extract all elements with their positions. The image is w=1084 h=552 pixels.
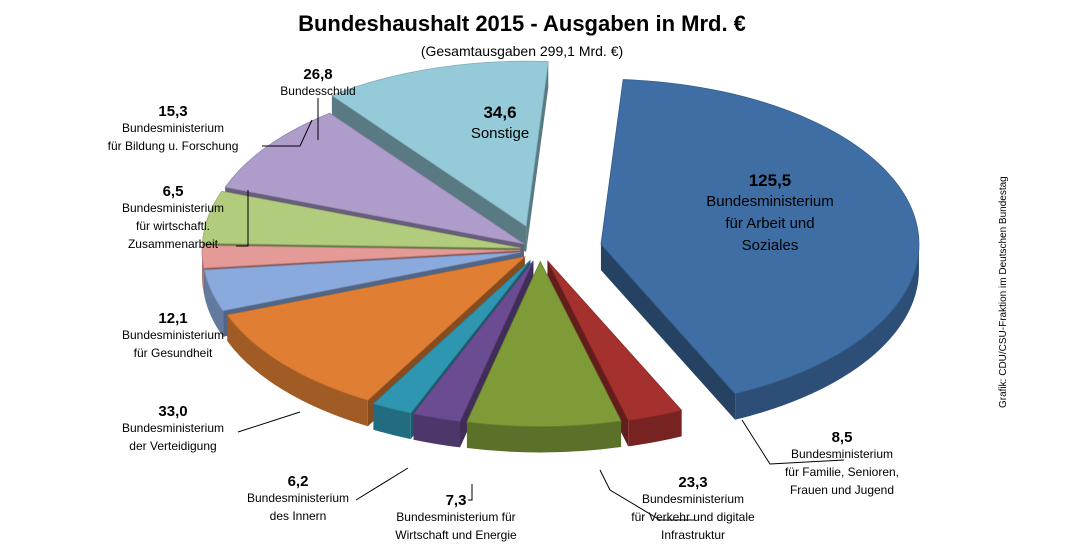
slice-top [547,260,683,421]
slice-category-label: Soziales [742,237,799,254]
slice-category-label: Zusammenarbeit [128,237,219,251]
leader-line [468,484,473,501]
slice-top [201,245,521,269]
slice-category-label: Bundesministerium [642,492,744,506]
slice-top [331,60,549,227]
slice-rim [628,410,682,447]
slice-labels: 125,5 Bundesministerium für Arbeit und Sozi… [108,66,899,542]
slice-top [202,190,521,249]
slice-rim [227,315,368,427]
leader-line [237,411,301,433]
slice-category-label: Sonstige [471,125,529,142]
slice-category-label: Wirtschaft und Energie [395,528,517,542]
slice-category-label: Bundesministerium [791,447,893,461]
slice-value-label: 23,3 [678,474,707,491]
leader-line [236,190,249,247]
slice-category-label: Bundesministerium [122,201,224,215]
credit-text: Grafik: CDU/CSU-Fraktion im Deutschen Bu… [998,176,1009,408]
leader-line [262,119,313,147]
slice-value-label: 8,5 [832,429,853,446]
chart-title: Bundeshaushalt 2015 - Ausgaben in Mrd. € [298,11,746,36]
slice-value-label: 34,6 [483,103,516,122]
slice-category-label: für Arbeit und [725,215,814,232]
slice-category-label: Frauen und Jugend [790,483,894,497]
slice-rim [204,270,224,337]
slice-category-label: der Verteidigung [129,439,216,453]
slice-category-label: Infrastruktur [661,528,725,542]
slice-category-label: Bundesministerium [122,421,224,435]
slice-top [372,259,531,414]
leader-lines [236,98,845,521]
pie-slices [201,60,920,453]
slice-top [203,252,521,312]
pie-slice [600,79,920,420]
slice-wall [600,244,736,420]
slice-category-label: Bundesministerium für [396,510,515,524]
slice-category-label: des Innern [270,509,327,523]
leader-line [355,467,409,501]
pie-slice [466,260,622,453]
slice-category-label: für Verkehr und digitale [631,510,755,524]
slice-category-label: für Bildung u. Forschung [108,139,239,153]
slice-rim [413,413,460,448]
slice-category-label: Bundesministerium [122,328,224,342]
slice-value-label: 33,0 [158,403,187,420]
slice-value-label: 6,2 [288,473,309,490]
slice-value-label: 15,3 [158,103,187,120]
slice-category-label: Bundesministerium [706,193,834,210]
slice-top [226,256,527,401]
slice-category-label: Bundesministerium [247,491,349,505]
chart-subtitle: (Gesamtausgaben 299,1 Mrd. €) [421,43,623,59]
slice-value-label: 125,5 [749,171,792,190]
slice-rim [735,244,919,420]
slice-value-label: 26,8 [303,66,332,83]
slice-rim [466,421,622,453]
slice-category-label: Bundesministerium [122,121,224,135]
slice-value-label: 6,5 [163,183,184,200]
slice-top [466,260,622,427]
slice-category-label: für Gesundheit [134,346,213,360]
slice-category-label: Bundesschuld [280,84,355,98]
slice-category-label: für wirtschaftl. [136,219,210,233]
leader-line [741,419,845,465]
slice-rim [373,403,411,440]
leader-line [599,469,695,521]
slice-wall [526,61,549,253]
slice-top [600,79,920,395]
slice-value-label: 7,3 [446,492,467,509]
slice-value-label: 12,1 [158,310,187,327]
slice-category-label: für Familie, Senioren, [785,465,899,479]
slice-top [412,260,534,422]
